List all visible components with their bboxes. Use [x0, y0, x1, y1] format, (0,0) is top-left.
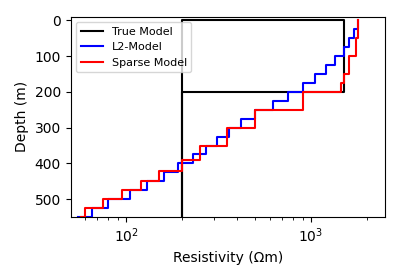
Sparse Model: [197, 144, 202, 147]
True Model: [341, 18, 346, 22]
L2-Model: [191, 162, 196, 165]
Sparse Model: [179, 158, 184, 162]
L2-Model: [300, 81, 305, 85]
Line: Sparse Model: Sparse Model: [81, 20, 358, 217]
L2-Model: [89, 206, 94, 210]
Line: True Model: True Model: [182, 20, 344, 217]
L2-Model: [175, 162, 180, 165]
L2-Model: [323, 72, 328, 76]
Line: L2-Model: L2-Model: [78, 20, 358, 217]
Sparse Model: [83, 206, 88, 210]
L2-Model: [341, 54, 346, 58]
Sparse Model: [120, 198, 124, 201]
L2-Model: [204, 144, 208, 147]
Sparse Model: [156, 180, 161, 183]
L2-Model: [346, 36, 351, 40]
L2-Model: [253, 117, 258, 120]
L2-Model: [89, 215, 94, 219]
Sparse Model: [253, 108, 258, 111]
Sparse Model: [138, 189, 143, 192]
Sparse Model: [101, 206, 106, 210]
L2-Model: [191, 153, 196, 156]
Sparse Model: [83, 215, 88, 219]
True Model: [179, 90, 184, 94]
X-axis label: Resistivity (Ωm): Resistivity (Ωm): [173, 251, 283, 265]
Sparse Model: [120, 189, 124, 192]
L2-Model: [204, 153, 208, 156]
L2-Model: [128, 198, 132, 201]
L2-Model: [145, 180, 150, 183]
L2-Model: [128, 189, 132, 192]
Sparse Model: [300, 108, 305, 111]
Sparse Model: [300, 90, 305, 94]
Sparse Model: [354, 54, 358, 58]
Sparse Model: [356, 18, 361, 22]
Sparse Model: [346, 54, 351, 58]
Sparse Model: [354, 36, 358, 40]
L2-Model: [76, 215, 80, 219]
Sparse Model: [356, 36, 361, 40]
L2-Model: [286, 99, 290, 102]
Sparse Model: [346, 72, 351, 76]
L2-Model: [312, 81, 317, 85]
L2-Model: [226, 135, 231, 138]
L2-Model: [270, 99, 275, 102]
Sparse Model: [101, 198, 106, 201]
L2-Model: [214, 135, 219, 138]
L2-Model: [162, 180, 166, 183]
L2-Model: [346, 45, 351, 49]
L2-Model: [323, 63, 328, 67]
L2-Model: [226, 126, 231, 129]
Sparse Model: [224, 126, 229, 129]
True Model: [341, 90, 346, 94]
L2-Model: [145, 189, 150, 192]
L2-Model: [300, 90, 305, 94]
Sparse Model: [341, 81, 346, 85]
Sparse Model: [253, 126, 258, 129]
Sparse Model: [78, 215, 83, 219]
L2-Model: [341, 45, 346, 49]
Sparse Model: [224, 144, 229, 147]
L2-Model: [106, 198, 111, 201]
Sparse Model: [341, 72, 346, 76]
Sparse Model: [78, 215, 83, 219]
L2-Model: [106, 206, 111, 210]
L2-Model: [76, 215, 80, 219]
L2-Model: [175, 171, 180, 174]
L2-Model: [270, 108, 275, 111]
Y-axis label: Depth (m): Depth (m): [15, 81, 29, 152]
L2-Model: [356, 27, 361, 31]
L2-Model: [356, 18, 361, 22]
Sparse Model: [156, 169, 161, 172]
Legend: True Model, L2-Model, Sparse Model: True Model, L2-Model, Sparse Model: [76, 22, 192, 72]
Sparse Model: [179, 169, 184, 172]
L2-Model: [239, 117, 244, 120]
True Model: [179, 215, 184, 219]
L2-Model: [312, 72, 317, 76]
L2-Model: [351, 36, 356, 40]
L2-Model: [162, 171, 166, 174]
L2-Model: [286, 90, 290, 94]
Sparse Model: [338, 90, 343, 94]
True Model: [179, 18, 184, 22]
L2-Model: [253, 108, 258, 111]
L2-Model: [333, 63, 338, 67]
Sparse Model: [138, 180, 143, 183]
Sparse Model: [338, 81, 343, 85]
Sparse Model: [197, 158, 202, 162]
L2-Model: [333, 54, 338, 58]
True Model: [179, 215, 184, 219]
L2-Model: [239, 126, 244, 129]
L2-Model: [351, 27, 356, 31]
L2-Model: [214, 144, 219, 147]
